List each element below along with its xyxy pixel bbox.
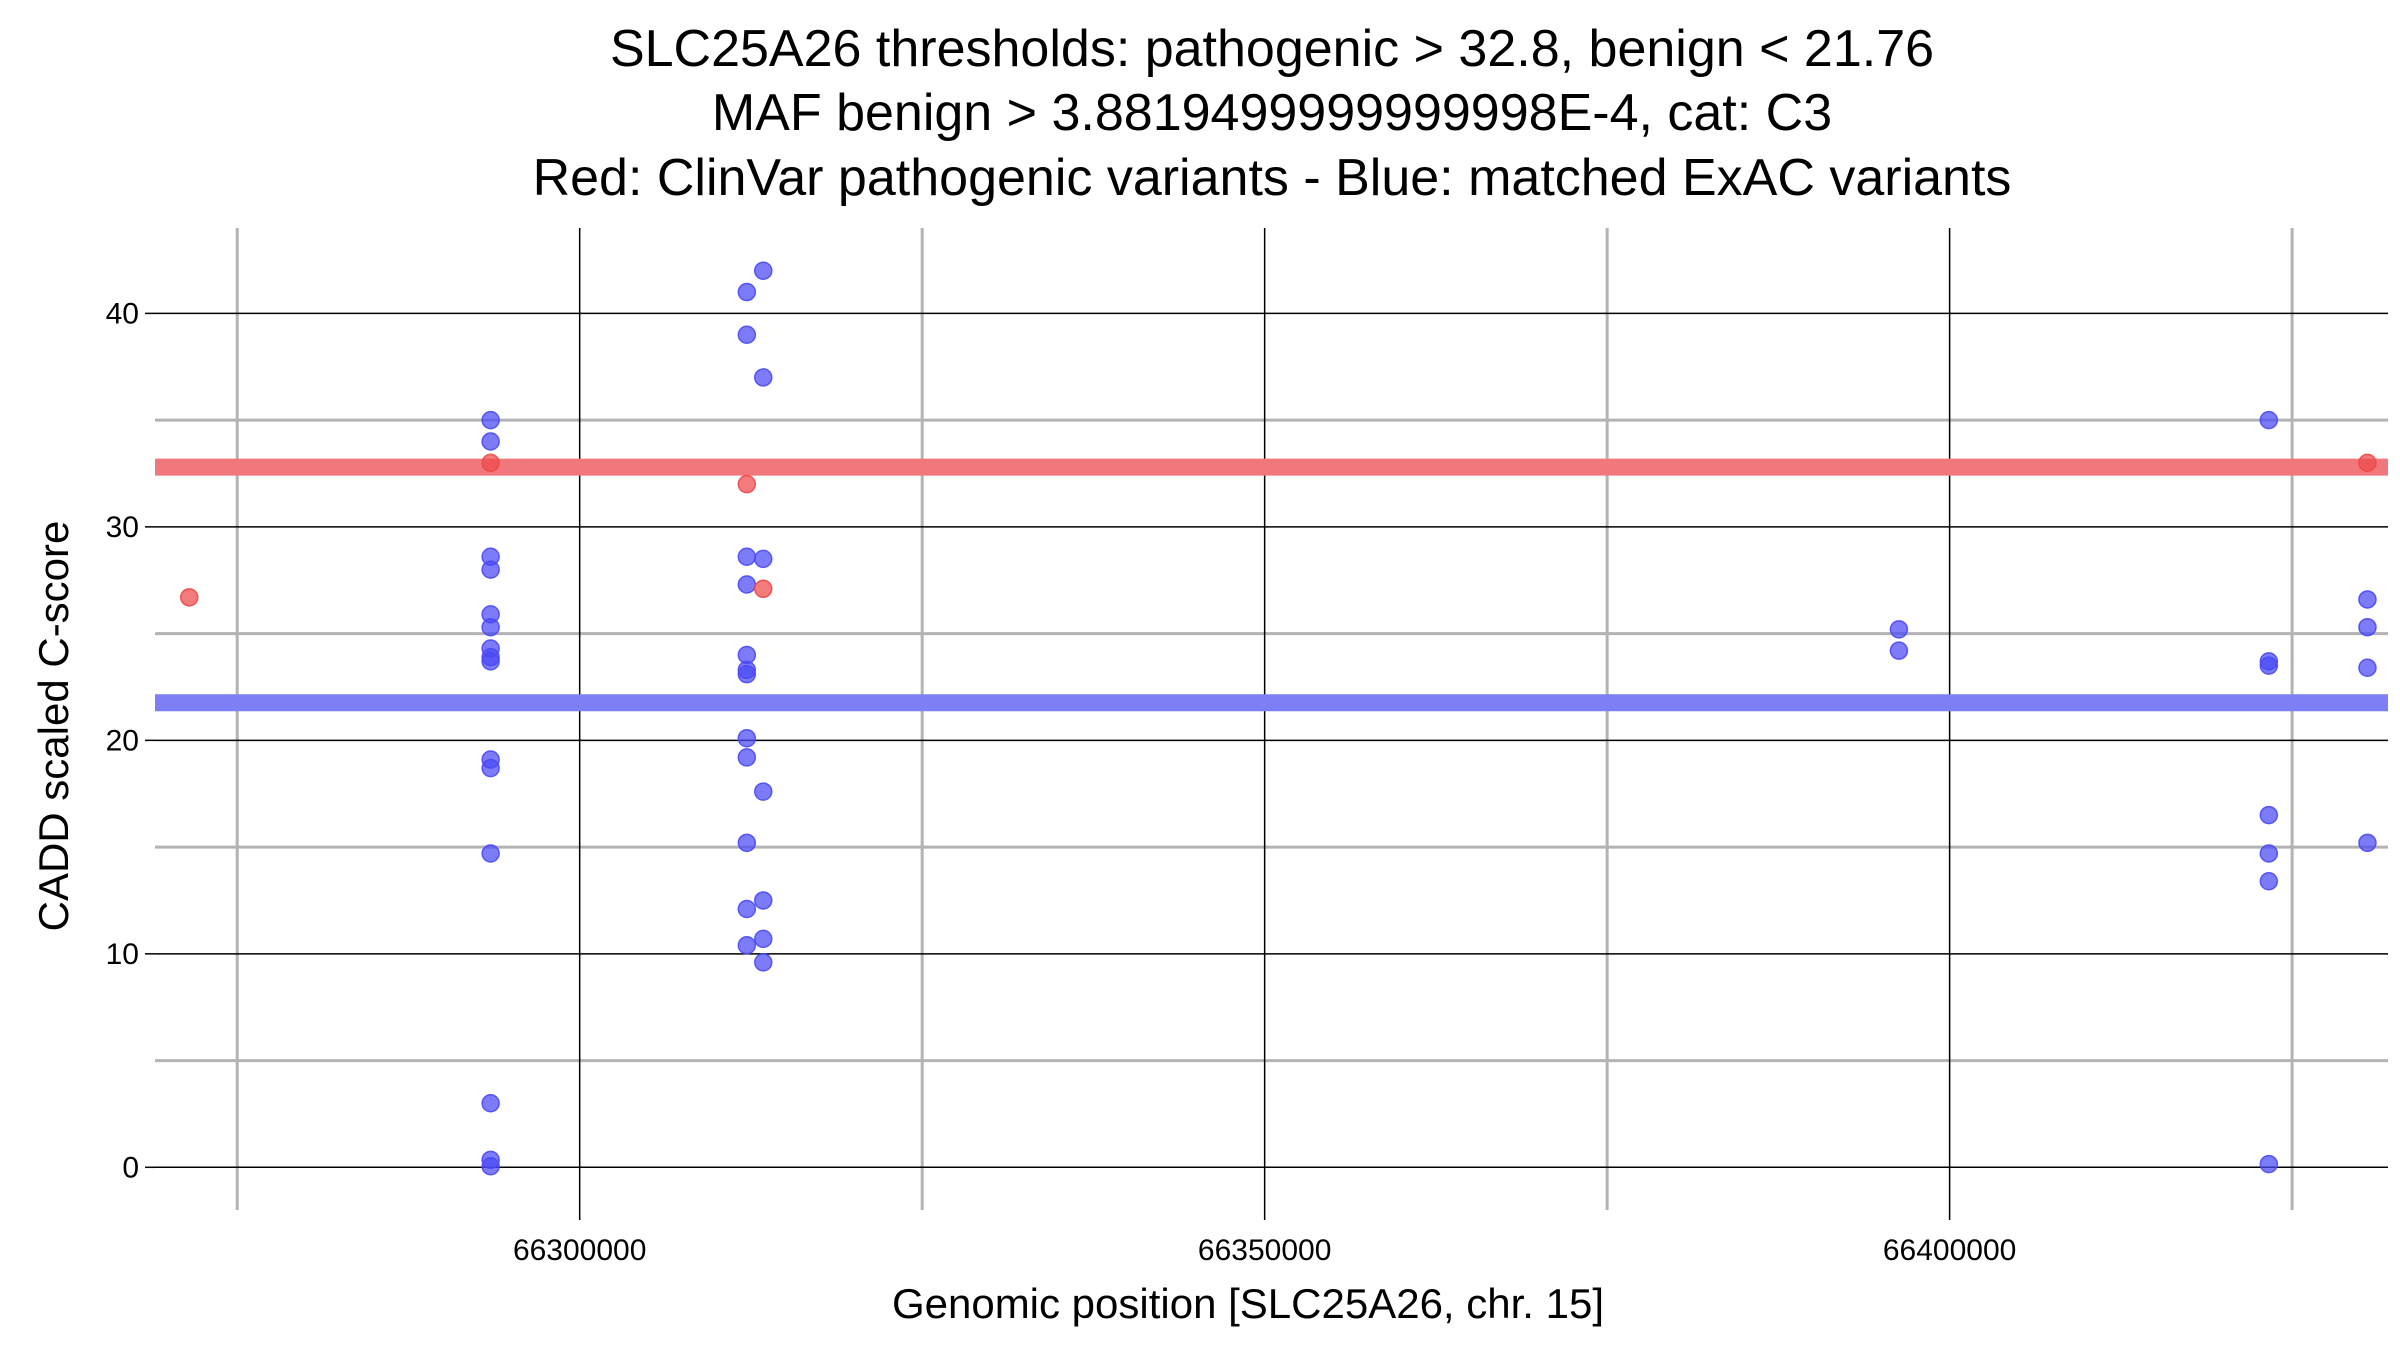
exac-point [754, 261, 773, 280]
exac-point [754, 891, 773, 910]
y-axis-title: CADD scaled C-score [30, 521, 77, 932]
x-tick-label: 66350000 [1198, 1234, 1331, 1267]
exac-point [2259, 844, 2279, 863]
exac-point [1889, 620, 1909, 639]
exac-point [481, 560, 500, 579]
y-tick-label: 20 [106, 724, 139, 757]
x-tick-label: 66300000 [513, 1234, 646, 1267]
exac-point [1889, 641, 1909, 660]
y-tick-label: 10 [106, 938, 139, 971]
exac-point [481, 410, 500, 430]
exac-point [2259, 1154, 2279, 1174]
exac-point [737, 899, 757, 919]
exac-point [481, 1156, 500, 1176]
clinvar-point [754, 579, 773, 599]
exac-point [481, 758, 500, 778]
clinvar-point [179, 588, 199, 607]
exac-point [737, 575, 757, 594]
exac-point [2259, 871, 2279, 891]
threshold-lines [155, 458, 2388, 712]
exac-point [481, 432, 500, 451]
title-line-1: SLC25A26 thresholds: pathogenic > 32.8, … [610, 20, 1934, 78]
exac-point [737, 728, 757, 748]
clinvar-point [737, 474, 757, 494]
exac-point [754, 929, 773, 949]
exac-point [737, 833, 757, 853]
exac-point [754, 368, 773, 387]
exac-point [2358, 833, 2377, 853]
y-tick-label: 0 [122, 1151, 139, 1184]
exac-point [754, 953, 773, 972]
minor-gridlines [155, 228, 2388, 1210]
exac-point [481, 652, 500, 671]
y-axis: 0 10 20 30 40 [106, 297, 155, 1184]
exac-point [737, 282, 757, 302]
exac-point [754, 782, 773, 801]
exac-point [737, 325, 757, 344]
exac-point [2259, 410, 2279, 430]
x-axis: 66300000 66350000 66400000 [513, 1210, 2016, 1267]
exac-point [2259, 805, 2279, 825]
clinvar-point [481, 453, 500, 473]
x-tick-label: 66400000 [1883, 1234, 2016, 1267]
x-axis-title: Genomic position [SLC25A26, chr. 15] [892, 1280, 1604, 1327]
major-gridlines [155, 228, 2388, 1210]
exac-point [737, 748, 757, 767]
exac-point [754, 549, 773, 569]
clinvar-point [2358, 453, 2377, 473]
exac-point [2358, 590, 2377, 609]
exac-point [737, 547, 757, 567]
data-points [179, 261, 2377, 1176]
exac-point [737, 664, 757, 684]
title-line-2: MAF benign > 3.8819499999999998E-4, cat:… [712, 84, 1832, 142]
exac-point [2358, 617, 2377, 637]
exac-point [2259, 656, 2279, 675]
exac-point [2358, 658, 2377, 678]
exac-point [481, 617, 500, 637]
y-tick-label: 30 [106, 511, 139, 544]
exac-point [737, 936, 757, 955]
title-line-3: Red: ClinVar pathogenic variants - Blue:… [533, 149, 2012, 207]
y-tick-label: 40 [106, 297, 139, 330]
chart-title: SLC25A26 thresholds: pathogenic > 32.8, … [533, 20, 2012, 207]
exac-point [481, 844, 500, 863]
exac-point [481, 1094, 500, 1113]
